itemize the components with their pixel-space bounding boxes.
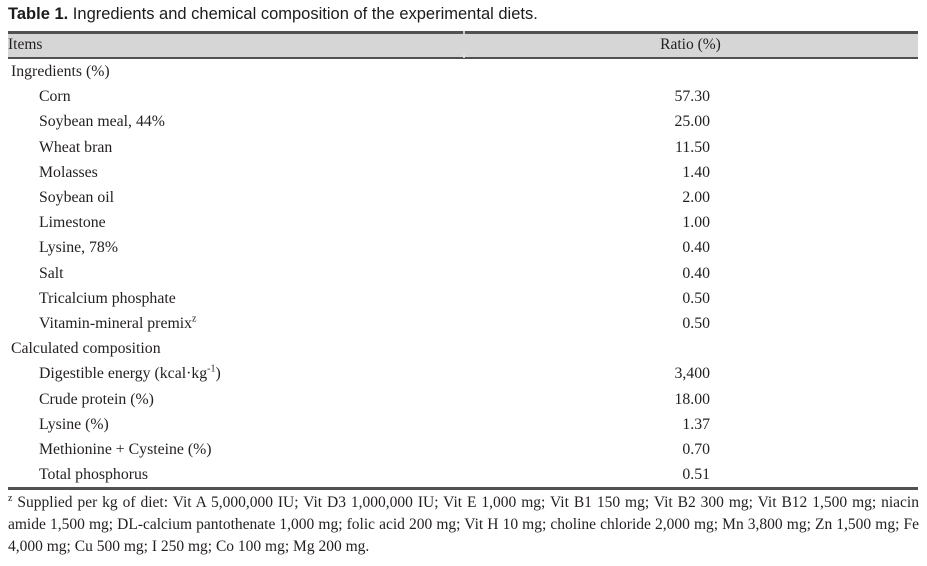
item-cell: Tricalcium phosphate	[39, 289, 176, 307]
table-row: Crude protein (%) 18.00	[8, 387, 918, 412]
value-cell: 25.00	[674, 113, 710, 131]
column-divider-tick-bottom	[463, 55, 465, 58]
table-row: Corn 57.30	[8, 84, 918, 109]
item-cell: Soybean oil	[39, 189, 115, 207]
table-caption-label: Table 1.	[8, 5, 69, 23]
item-superscript: z	[192, 313, 197, 325]
item-cell: Calculated composition	[11, 340, 161, 358]
value-cell: 0.50	[682, 289, 710, 307]
value-cell	[463, 336, 918, 361]
table-row: Lysine, 78% 0.40	[8, 235, 918, 260]
table-row: Wheat bran 11.50	[8, 135, 918, 160]
table-caption-text: Ingredients and chemical composition of …	[68, 5, 538, 23]
item-cell: Total phosphorus	[39, 466, 149, 484]
table-header: Items Ratio (%)	[8, 31, 918, 59]
value-cell: 0.40	[682, 264, 710, 282]
value-cell: 57.30	[674, 88, 710, 106]
item-cell: Corn	[39, 88, 71, 106]
value-cell: 1.40	[682, 163, 710, 181]
column-header-ratio: Ratio (%)	[463, 31, 918, 59]
value-cell: 0.50	[682, 315, 710, 333]
table-caption: Table 1. Ingredients and chemical compos…	[8, 3, 918, 25]
diet-composition-table: Items Ratio (%) Ingredients (%) Corn 57.30…	[8, 31, 918, 491]
header-row: Items Ratio (%)	[8, 31, 918, 59]
item-cell: Limestone	[39, 214, 106, 232]
column-header-items: Items	[8, 31, 463, 59]
value-cell: 1.00	[682, 214, 710, 232]
item-cell: Wheat bran	[39, 138, 113, 156]
value-cell: 0.51	[682, 466, 710, 484]
table-row: Digestible energy (kcal·kg-1) 3,400	[8, 361, 918, 386]
table-row: Lysine (%) 1.37	[8, 412, 918, 437]
item-cell: Lysine (%)	[39, 415, 109, 433]
footnote: z Supplied per kg of diet: Vit A 5,000,0…	[8, 492, 919, 557]
table-row: Salt 0.40	[8, 261, 918, 286]
table-row: Limestone 1.00	[8, 210, 918, 235]
item-cell: Methionine + Cysteine (%)	[39, 441, 212, 459]
item-cell: Vitamin-mineral premixz	[39, 313, 197, 333]
item-cell: Ingredients (%)	[11, 63, 110, 80]
table-row: Molasses 1.40	[8, 160, 918, 185]
table-row: Tricalcium phosphate 0.50	[8, 286, 918, 311]
item-cell: Salt	[39, 264, 64, 282]
value-cell: 3,400	[674, 365, 710, 383]
table-row: Ingredients (%)	[8, 58, 918, 84]
table-row: Soybean oil 2.00	[8, 185, 918, 210]
table-row: Methionine + Cysteine (%) 0.70	[8, 437, 918, 462]
item-cell: Molasses	[39, 163, 98, 181]
value-cell: 0.70	[682, 441, 710, 459]
value-cell: 0.40	[682, 239, 710, 257]
item-superscript: -1	[207, 364, 216, 376]
table-row: Soybean meal, 44% 25.00	[8, 109, 918, 134]
table-row: Total phosphorus 0.51	[8, 462, 918, 489]
footnote-superscript: z	[8, 492, 13, 504]
table-body: Ingredients (%) Corn 57.30 Soybean meal, 44…	[8, 58, 918, 489]
table-row: Vitamin-mineral premixz 0.50	[8, 311, 918, 336]
value-cell: 2.00	[682, 189, 710, 207]
item-cell: Digestible energy (kcal·kg-1)	[39, 364, 221, 383]
value-cell: 18.00	[674, 390, 710, 408]
item-cell: Crude protein (%)	[39, 390, 154, 408]
column-divider-tick-top	[463, 31, 465, 34]
value-cell	[463, 58, 918, 84]
item-cell: Soybean meal, 44%	[39, 113, 165, 131]
item-cell: Lysine, 78%	[39, 239, 118, 257]
footnote-text: Supplied per kg of diet: Vit A 5,000,000…	[8, 494, 919, 555]
value-cell: 1.37	[682, 415, 710, 433]
value-cell: 11.50	[675, 138, 710, 156]
table-row: Calculated composition	[8, 336, 918, 361]
